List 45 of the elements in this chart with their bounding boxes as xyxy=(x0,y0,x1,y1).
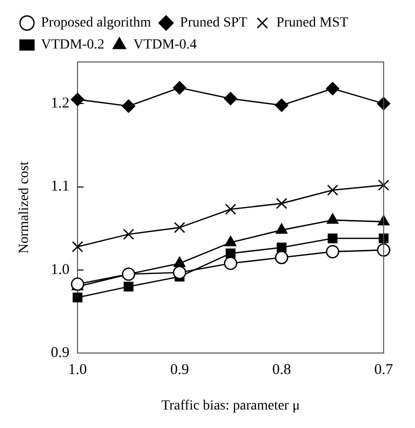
point xyxy=(122,228,134,240)
point xyxy=(376,243,390,257)
point xyxy=(72,292,82,302)
y-tick-label: 1.0 xyxy=(50,262,70,278)
legend-label: VTDM-0.2 xyxy=(41,38,104,53)
x-tick-label: 0.8 xyxy=(272,362,291,378)
point xyxy=(326,245,340,258)
point xyxy=(274,98,288,112)
legend-label: Pruned SPT xyxy=(180,16,248,31)
y-tick-label: 1.1 xyxy=(50,178,70,195)
point xyxy=(224,204,236,215)
point xyxy=(328,233,338,244)
y-axis-title: Normalized cost xyxy=(17,161,32,254)
x-tick-label: 0.9 xyxy=(170,362,189,378)
point xyxy=(124,282,134,292)
x-tick-label: 1.0 xyxy=(68,362,87,378)
point xyxy=(326,82,340,96)
point xyxy=(224,236,236,246)
x-tick-label: 0.7 xyxy=(374,362,394,378)
y-tick-label: 0.9 xyxy=(50,345,70,362)
point xyxy=(174,222,186,234)
point xyxy=(172,81,186,94)
point xyxy=(378,233,389,244)
point xyxy=(122,268,136,281)
point xyxy=(224,256,238,270)
point xyxy=(378,215,390,226)
point xyxy=(276,198,288,210)
point xyxy=(122,99,136,113)
legend-label: Proposed algorithm xyxy=(41,16,152,31)
point xyxy=(378,180,390,191)
legend-label: Pruned MST xyxy=(276,16,349,31)
point xyxy=(327,184,338,196)
point xyxy=(70,92,84,106)
point xyxy=(72,241,84,252)
point xyxy=(276,242,286,252)
point xyxy=(226,248,236,258)
point xyxy=(276,223,288,234)
legend-label: VTDM-0.4 xyxy=(133,38,197,53)
point xyxy=(326,213,338,224)
x-axis-title: Traffic bias: parameter μ xyxy=(161,398,300,414)
y-tick-label: 1.2 xyxy=(50,96,70,112)
point xyxy=(174,256,186,267)
point xyxy=(224,92,238,106)
point xyxy=(274,250,288,264)
point xyxy=(172,266,186,280)
